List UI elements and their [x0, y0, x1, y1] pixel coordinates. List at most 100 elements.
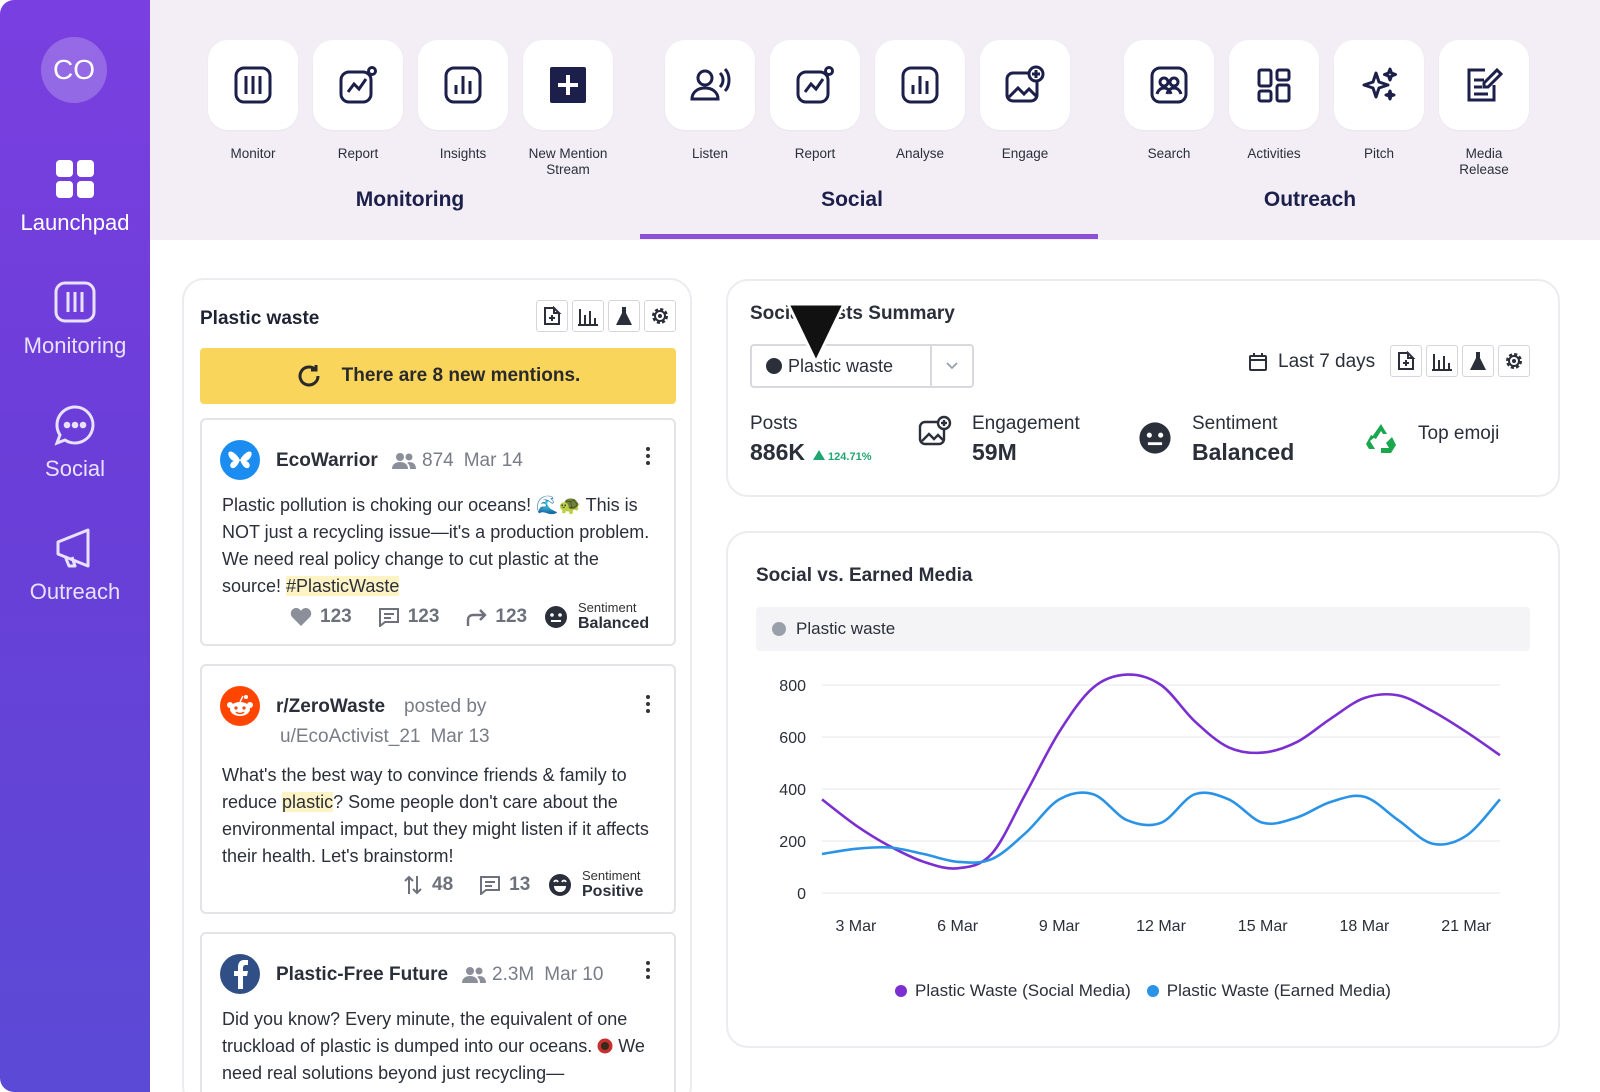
legend-dot	[1146, 985, 1159, 997]
butterfly-icon	[220, 440, 260, 480]
topic-color-dot	[766, 358, 782, 374]
tile-media-release[interactable]: Media Release	[1439, 40, 1529, 178]
topic-color-dot	[772, 622, 786, 636]
calendar-icon	[1249, 353, 1267, 371]
votes-count: 48	[432, 874, 454, 895]
post-stats: 48 13	[402, 874, 556, 896]
likes-count: 123	[320, 606, 352, 627]
chart-filter-label: Plastic waste	[796, 619, 896, 638]
tile-label: Insights	[439, 146, 487, 161]
metric-label: Sentiment	[1192, 413, 1278, 434]
flask-icon[interactable]	[1462, 345, 1494, 377]
series-line-earned-media[interactable]	[821, 791, 1501, 864]
group-label-monitoring[interactable]: Monitoring	[355, 188, 465, 211]
chevron-down-icon[interactable]	[930, 346, 972, 386]
tile-label: Report	[337, 146, 379, 161]
share-icon	[467, 609, 488, 626]
keyword-highlight[interactable]: plastic	[282, 792, 334, 812]
flask-icon[interactable]	[608, 300, 640, 332]
post-text: We need real solutions beyond just recyc…	[222, 1036, 645, 1083]
metric-sentiment: Sentiment Balanced	[1192, 413, 1294, 466]
group-label-outreach[interactable]: Outreach	[1263, 188, 1357, 211]
comments[interactable]: 123	[378, 606, 440, 628]
tile-analyse[interactable]: Analyse	[875, 40, 965, 162]
nav-launchpad[interactable]: Launchpad	[0, 154, 150, 236]
author-name[interactable]: Plastic-Free Future	[276, 964, 449, 985]
votes[interactable]: 48	[402, 874, 453, 896]
nav-label: Monitoring	[23, 333, 127, 358]
tile-label: Analyse	[895, 146, 945, 161]
x-tick-label: 3 Mar	[835, 918, 877, 935]
comments-count: 123	[407, 606, 440, 627]
growth-value: 124.71%	[828, 451, 872, 463]
avatar[interactable]: CO	[41, 37, 107, 103]
post-sentiment: Sentiment Balanced	[544, 600, 649, 633]
triangle-up-icon	[812, 450, 825, 460]
new-mentions-banner[interactable]: There are 8 new mentions.	[200, 348, 676, 404]
bar-chart-icon	[875, 40, 965, 130]
x-tick-label: 12 Mar	[1136, 918, 1186, 935]
y-tick-label: 800	[779, 678, 806, 695]
tile-insights[interactable]: Insights	[418, 40, 508, 162]
neutral-face-icon	[545, 605, 567, 628]
image-add-icon	[980, 40, 1070, 130]
chart-topic-filter[interactable]: Plastic waste	[756, 607, 1530, 651]
legend-item-social[interactable]: Plastic Waste (Social Media)	[895, 981, 1131, 1001]
tile-label: Media Release	[1459, 146, 1509, 177]
legend-item-earned[interactable]: Plastic Waste (Earned Media)	[1146, 981, 1391, 1001]
keyword-highlight[interactable]: #PlasticWaste	[286, 576, 400, 596]
author-name[interactable]: r/ZeroWaste	[276, 696, 386, 717]
sliders-icon	[208, 40, 298, 130]
post-text: Plastic pollution is choking our oceans!…	[222, 495, 650, 596]
nav-social[interactable]: Social	[0, 400, 150, 482]
bar-chart-icon	[418, 40, 508, 130]
nav-monitoring[interactable]: Monitoring	[0, 277, 150, 359]
tile-label: Report	[794, 146, 836, 161]
bar-chart-icon[interactable]	[1426, 345, 1458, 377]
series-line-social-media[interactable]	[821, 673, 1501, 870]
group-label-social[interactable]: Social	[821, 188, 883, 211]
tile-report[interactable]: Report	[313, 40, 403, 162]
gear-icon[interactable]	[644, 300, 676, 332]
tile-label: Search	[1147, 146, 1191, 161]
more-options-icon[interactable]	[646, 958, 652, 982]
tile-social-report[interactable]: Report	[770, 40, 860, 162]
tile-label: New Mention Stream	[528, 146, 608, 177]
followers-count: 2.3M	[492, 964, 535, 985]
tile-listen[interactable]: Listen	[665, 40, 755, 162]
likes[interactable]: 123	[290, 606, 352, 628]
tile-monitor[interactable]: Monitor	[208, 40, 298, 162]
nav-outreach[interactable]: Outreach	[0, 523, 150, 605]
username[interactable]: u/EcoActivist_21	[280, 726, 421, 747]
y-tick-label: 200	[779, 834, 806, 851]
more-options-icon[interactable]	[646, 692, 652, 716]
tile-new-mention-stream[interactable]: New Mention Stream	[523, 40, 613, 178]
topic-select[interactable]: Plastic waste	[750, 344, 974, 388]
feed-tools	[532, 300, 676, 332]
metric-posts: Posts 886K 124.71%	[750, 413, 871, 466]
export-icon[interactable]	[1390, 345, 1422, 377]
export-icon[interactable]	[536, 300, 568, 332]
bar-chart-icon[interactable]	[572, 300, 604, 332]
metric-label: Top emoji	[1418, 423, 1500, 444]
megaphone-icon	[0, 523, 150, 573]
tile-search[interactable]: Search	[1124, 40, 1214, 162]
post-meta: 874 Mar 14	[392, 450, 523, 472]
gear-icon[interactable]	[1498, 345, 1530, 377]
author-name[interactable]: EcoWarrior	[276, 450, 378, 471]
sentiment-value: Positive	[582, 883, 644, 900]
tile-engage[interactable]: Engage	[980, 40, 1070, 162]
x-tick-label: 9 Mar	[1039, 918, 1081, 935]
plus-square-icon	[523, 40, 613, 130]
tile-activities[interactable]: Activities	[1229, 40, 1319, 162]
comments[interactable]: 13	[479, 874, 530, 896]
shares[interactable]: 123	[465, 606, 527, 628]
nav-label: Launchpad	[20, 210, 130, 235]
post-card[interactable]: Plastic-Free Future 2.3M Mar 10 Did you …	[200, 932, 676, 1092]
social-posts-summary: Social Posts Summary Plastic waste Last …	[726, 279, 1560, 497]
date-range-picker[interactable]: Last 7 days	[1248, 351, 1375, 373]
more-options-icon[interactable]	[646, 444, 652, 468]
tile-pitch[interactable]: Pitch	[1334, 40, 1424, 162]
post-card[interactable]: r/ZeroWaste posted by u/EcoActivist_21 M…	[200, 664, 676, 914]
post-card[interactable]: EcoWarrior 874 Mar 14 Plastic pollution …	[200, 418, 676, 646]
